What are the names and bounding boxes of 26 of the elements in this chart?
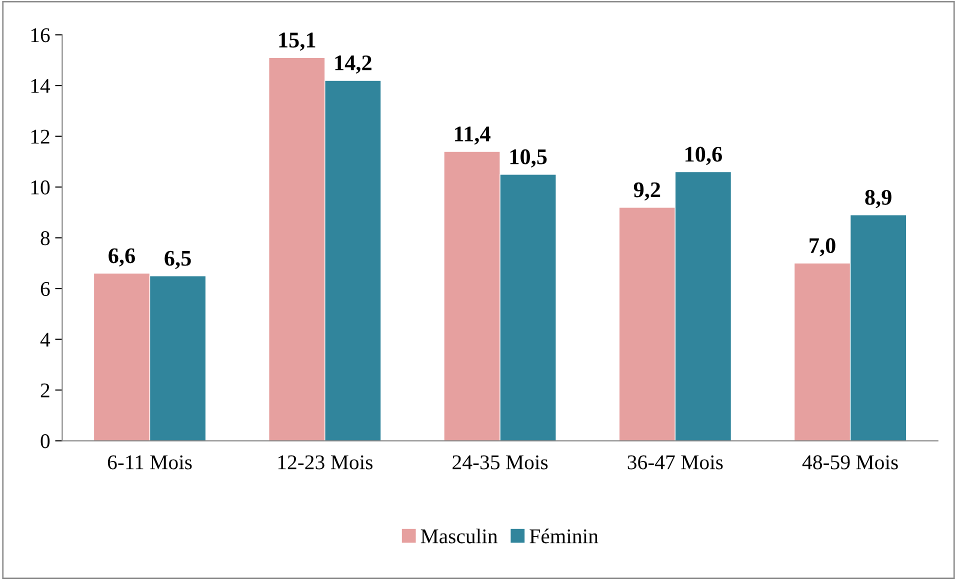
data-label: 11,4 (454, 126, 490, 145)
y-tick-label: 6 (40, 282, 50, 296)
data-label: 10,5 (510, 149, 547, 168)
data-label: 14,2 (335, 55, 372, 74)
y-tick-label: 16 (31, 28, 50, 42)
data-label: 9,2 (634, 182, 660, 201)
y-tick-label: 2 (40, 383, 50, 398)
x-tick-label: 12-23 Mois (278, 455, 372, 470)
data-label: 6,5 (164, 250, 191, 270)
data-label: 8,9 (865, 190, 892, 208)
x-tick-label: 36-47 Mois (628, 455, 723, 470)
legend-label: Masculin (420, 528, 498, 544)
y-tick-label: 4 (40, 332, 50, 347)
x-tick-label: 48-59 Mois (802, 455, 898, 470)
data-label: 15,1 (279, 32, 316, 51)
x-tick-label: 24-35 Mois (452, 455, 548, 470)
y-tick-label: 0 (40, 434, 50, 448)
data-label: 10,6 (686, 146, 722, 165)
legend-label: Féminin (530, 528, 598, 544)
y-tick-label: 12 (31, 130, 50, 144)
data-label: 7,0 (810, 238, 836, 256)
data-label: 6,6 (108, 248, 135, 266)
x-tick-label: 6-11 Mois (108, 455, 192, 470)
y-tick-label: 10 (31, 180, 50, 194)
y-tick-label: 8 (40, 231, 50, 246)
y-tick-label: 14 (31, 79, 50, 93)
